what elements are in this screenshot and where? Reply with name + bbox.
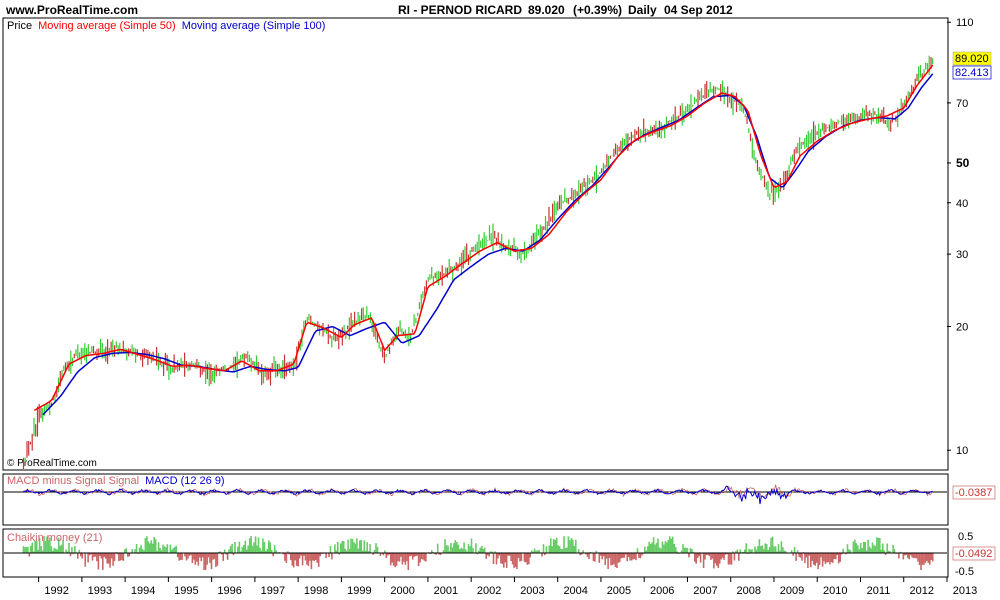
header-period: Daily [628, 3, 657, 17]
ma-value-tag: 82.413 [955, 67, 989, 79]
x-tick-label: 2005 [607, 585, 631, 597]
macd-value-tag: -0.0387 [955, 487, 992, 499]
header-price: 89.020 [528, 3, 565, 17]
y-tick-label: 30 [956, 249, 968, 261]
y-tick-label: 50 [956, 156, 970, 170]
price-panel-frame [2, 17, 949, 471]
x-tick-label: 2004 [563, 585, 587, 597]
macd-diff-label: MACD minus Signal Signal [7, 475, 139, 487]
chaikin-tick-neg: -0.5 [955, 566, 974, 578]
chaikin-label: Chaikin money (21) [7, 532, 102, 544]
macd-main-label: MACD (12 26 9) [145, 475, 224, 487]
chaikin-plot [4, 536, 947, 570]
macd-value-tag-bg [952, 485, 996, 500]
macd-panel-frame [2, 473, 949, 526]
legend-ma50: Moving average (Simple 50) [38, 20, 176, 32]
last-price-tag: 89.020 [955, 53, 989, 65]
x-tick-label: 1998 [304, 585, 328, 597]
chaikin-value-tag: -0.0492 [955, 548, 992, 560]
last-price-tag-bg [952, 51, 992, 66]
x-tick-label: 1997 [261, 585, 285, 597]
x-tick-label: 1994 [131, 585, 155, 597]
macd-signal-diff-line [23, 484, 934, 500]
legend-ma100: Moving average (Simple 100) [182, 20, 326, 32]
y-tick-label: 110 [956, 17, 974, 29]
chaikin-tick-pos: 0.5 [958, 531, 973, 543]
watermark: © ProRealTime.com [7, 458, 97, 469]
axes: 10 20 30 40 50 70 110 1992 1993 1994 1995 1996 1997 1… [38, 17, 977, 597]
x-tick-label: 2008 [736, 585, 760, 597]
x-tick-label: 1996 [217, 585, 241, 597]
macd-label: MACD minus Signal Signal MACD (12 26 9) [7, 475, 225, 487]
ma50-line [33, 64, 934, 412]
header-change: (+0.39%) [573, 3, 622, 17]
macd-plot [4, 484, 947, 505]
ma-value-tag-bg [952, 65, 992, 80]
y-tick-label: 70 [956, 98, 968, 110]
x-tick-label: 2010 [823, 585, 847, 597]
x-tick-label: 2003 [520, 585, 544, 597]
x-tick-label: 2012 [910, 585, 934, 597]
x-tick-label: 2006 [650, 585, 674, 597]
x-tick-label: 1999 [347, 585, 371, 597]
x-tick-label: 1993 [88, 585, 112, 597]
x-tick-label: 2009 [780, 585, 804, 597]
macd-line [23, 485, 933, 505]
y-tick-label: 20 [956, 321, 968, 333]
header-date: 04 Sep 2012 [664, 3, 733, 17]
y-tick-label: 40 [956, 198, 968, 210]
x-tick-label: 2000 [390, 585, 414, 597]
x-tick-label: 2007 [693, 585, 717, 597]
chaikin-value-tag-bg [952, 546, 996, 561]
x-tick-label: 2013 [953, 585, 977, 597]
instrument-name: RI - PERNOD RICARD [398, 3, 522, 17]
site-name[interactable]: www.ProRealTime.com [5, 3, 138, 17]
x-tick-label: 2011 [867, 585, 891, 597]
x-tick-label: 1995 [174, 585, 198, 597]
price-plot [22, 55, 934, 469]
x-tick-label: 2001 [434, 585, 458, 597]
chaikin-histogram [22, 536, 934, 570]
legend-price: Price [7, 20, 32, 32]
x-tick-label: 2002 [477, 585, 501, 597]
legend: Price Moving average (Simple 50) Moving … [7, 20, 325, 32]
y-tick-label: 10 [956, 445, 968, 457]
x-tick-label: 1992 [44, 585, 68, 597]
